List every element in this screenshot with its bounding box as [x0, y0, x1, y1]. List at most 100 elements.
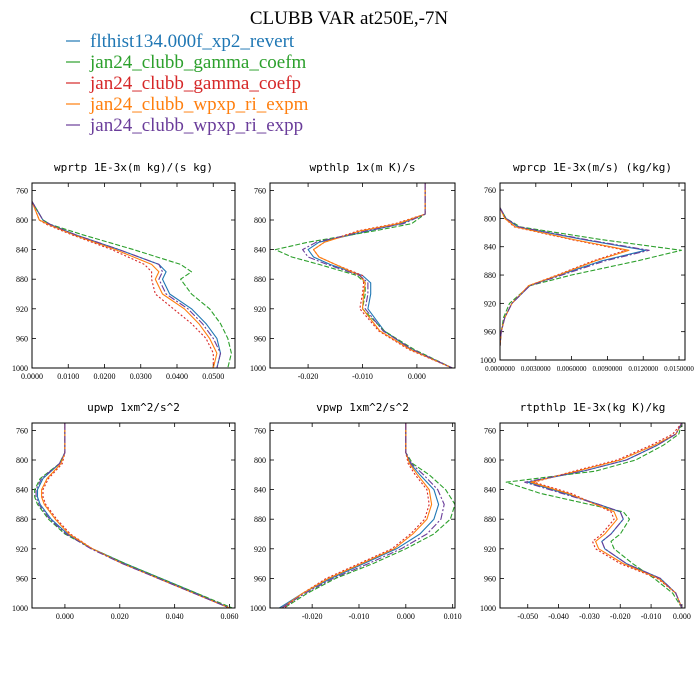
x-tick-label: 0.0000000 — [485, 365, 515, 373]
panel-title: upwp 1xm^2/s^2 — [87, 401, 180, 414]
x-tick-label: -0.010 — [641, 612, 662, 621]
series-line-2 — [500, 207, 626, 346]
y-tick-label: 760 — [16, 186, 28, 195]
series-group — [505, 423, 683, 608]
x-tick-label: 0.0300 — [130, 372, 152, 381]
series-line-2 — [312, 183, 453, 368]
legend-entry: jan24_clubb_gamma_coefm — [66, 52, 307, 73]
series-line-4 — [35, 423, 230, 608]
legend-label: jan24_clubb_gamma_coefm — [89, 52, 307, 73]
y-tick-label: 840 — [484, 243, 496, 252]
y-tick-label: 960 — [254, 334, 266, 343]
y-tick-label: 760 — [484, 426, 496, 435]
series-line-2 — [42, 423, 230, 608]
plot-frame — [269, 422, 456, 609]
panel-3: upwp 1xm^2/s^2 760 800 840 880 920 960 1000 0.00… — [12, 401, 239, 621]
y-tick-label: 800 — [254, 456, 266, 465]
panel-title: vpwp 1xm^2/s^2 — [316, 401, 409, 414]
panel-1: wpthlp 1x(m K)/s 760 800 840 880 920 960 1000 -0… — [250, 161, 456, 381]
x-tick-label: 0.0000 — [21, 372, 43, 381]
y-tick-label: 960 — [16, 334, 28, 343]
series-line-4 — [32, 201, 222, 368]
plot-frame — [499, 182, 686, 361]
legend-label: jan24_clubb_gamma_coefp — [89, 73, 301, 94]
series-line-3 — [281, 423, 433, 608]
y-tick-label: 880 — [484, 515, 496, 524]
y-tick-label: 960 — [254, 574, 266, 583]
y-tick-label: 1000 — [480, 604, 496, 613]
y-tick-label: 880 — [16, 515, 28, 524]
panel-title: wpthlp 1x(m K)/s — [310, 161, 416, 174]
x-tick-label: -0.020 — [298, 372, 319, 381]
y-tick-label: 1000 — [250, 604, 266, 613]
series-line-3 — [32, 201, 218, 368]
series-group — [274, 183, 453, 368]
series-line-1 — [274, 183, 453, 368]
series-line-1 — [283, 423, 455, 608]
y-tick-label: 840 — [16, 246, 28, 255]
x-tick-label: 0.040 — [166, 612, 184, 621]
legend-entry: jan24_clubb_wpxp_ri_expp — [66, 115, 303, 136]
y-tick-label: 800 — [484, 214, 496, 223]
y-tick-label: 880 — [254, 515, 266, 524]
x-tick-label: 0.000 — [673, 612, 691, 621]
y-tick-label: 760 — [254, 426, 266, 435]
series-line-1 — [32, 201, 232, 368]
y-tick-label: 800 — [16, 456, 28, 465]
y-tick-label: 880 — [484, 271, 496, 280]
series-line-0 — [32, 201, 222, 368]
y-tick-label: 920 — [254, 545, 266, 554]
x-tick-label: -0.020 — [610, 612, 631, 621]
series-line-4 — [524, 423, 683, 608]
panel-title: wprcp 1E-3x(m/s) (kg/kg) — [513, 161, 672, 174]
series-line-4 — [500, 207, 650, 346]
series-line-4 — [302, 183, 453, 368]
x-tick-label: 0.0030000 — [521, 365, 551, 373]
x-tick-label: -0.050 — [517, 612, 538, 621]
x-tick-label: 0.0100 — [57, 372, 79, 381]
y-tick-label: 760 — [254, 186, 266, 195]
legend-label: flthist134.000f_xp2_revert — [90, 31, 295, 52]
series-line-0 — [307, 183, 453, 368]
legend-label: jan24_clubb_wpxp_ri_expp — [89, 115, 303, 136]
y-tick-label: 840 — [254, 246, 266, 255]
legend-label: jan24_clubb_wpxp_ri_expm — [89, 94, 309, 115]
plot-frame — [499, 422, 686, 609]
plot-frame — [31, 422, 236, 609]
panels: wprtp 1E-3x(m kg)/(s kg) 760 800 840 880 920 9… — [12, 161, 694, 621]
y-tick-label: 1000 — [250, 364, 266, 373]
y-tick-label: 960 — [484, 328, 496, 337]
y-tick-label: 800 — [254, 216, 266, 225]
y-tick-label: 760 — [484, 186, 496, 195]
y-tick-label: 920 — [16, 305, 28, 314]
x-tick-label: 0.060 — [221, 612, 239, 621]
chart-title: CLUBB VAR at250E,-7N — [250, 8, 449, 29]
series-line-0 — [279, 423, 440, 608]
x-tick-label: 0.0120000 — [628, 365, 658, 373]
series-line-2 — [533, 423, 683, 608]
series-line-0 — [527, 423, 683, 608]
x-tick-label: 0.000 — [397, 612, 415, 621]
plot-frame — [31, 182, 236, 369]
x-tick-label: 0.0090000 — [593, 365, 623, 373]
y-tick-label: 840 — [254, 486, 266, 495]
x-tick-label: -0.040 — [548, 612, 569, 621]
legend-entry: jan24_clubb_wpxp_ri_expm — [66, 94, 309, 115]
x-tick-label: 0.0150000 — [664, 365, 694, 373]
y-tick-label: 1000 — [480, 356, 496, 365]
x-tick-label: 0.010 — [444, 612, 462, 621]
panel-5: rtpthlp 1E-3x(kg K)/kg 760 800 840 880 920 960… — [480, 401, 691, 621]
y-tick-label: 800 — [484, 456, 496, 465]
series-line-0 — [36, 423, 230, 608]
legend-entry: jan24_clubb_gamma_coefp — [66, 73, 301, 94]
series-line-1 — [505, 423, 683, 608]
x-tick-label: 0.0060000 — [557, 365, 587, 373]
series-group — [34, 423, 233, 608]
x-tick-label: 0.000 — [56, 612, 74, 621]
y-tick-label: 1000 — [12, 604, 28, 613]
legend: flthist134.000f_xp2_revertjan24_clubb_ga… — [66, 31, 309, 136]
y-tick-label: 920 — [484, 545, 496, 554]
x-tick-label: 0.020 — [111, 612, 129, 621]
plot-frame — [269, 182, 456, 369]
